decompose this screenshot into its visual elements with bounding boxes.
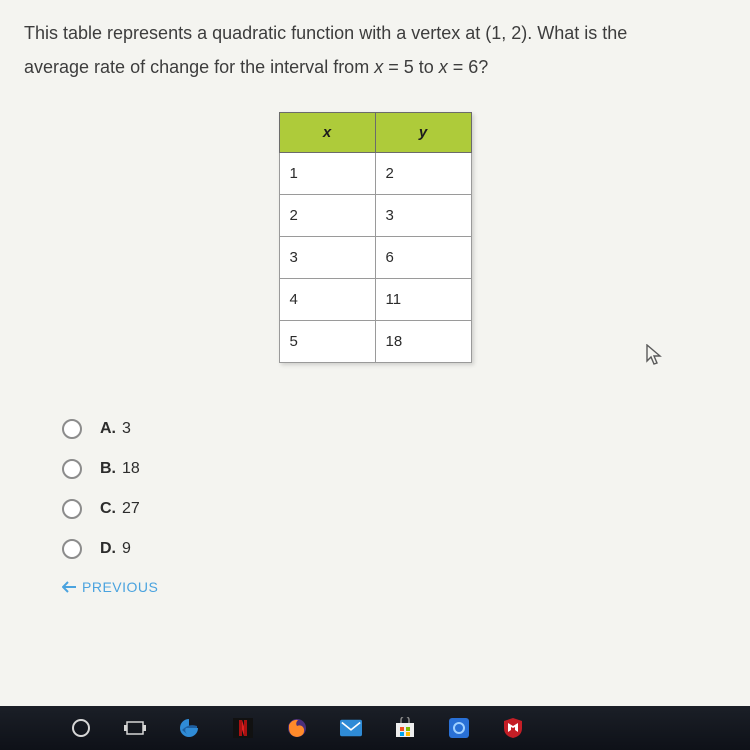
cell-x: 2: [279, 195, 375, 237]
cell-y: 6: [375, 237, 471, 279]
table-row: 411: [279, 279, 471, 321]
question-text: This table represents a quadratic functi…: [24, 16, 726, 84]
q-eq1-l: x: [374, 57, 383, 77]
col-header-y: y: [375, 113, 471, 153]
answer-option-b[interactable]: B.18: [62, 459, 726, 479]
q-line2-pre: average rate of change for the interval …: [24, 57, 374, 77]
windows-taskbar[interactable]: [0, 706, 750, 750]
netflix-icon[interactable]: [232, 717, 254, 739]
mouse-cursor-icon: [646, 344, 664, 366]
answer-option-c[interactable]: C.27: [62, 499, 726, 519]
store-icon[interactable]: [394, 717, 416, 739]
cell-y: 3: [375, 195, 471, 237]
cell-y: 18: [375, 321, 471, 363]
cell-y: 2: [375, 153, 471, 195]
col-header-x: x: [279, 113, 375, 153]
radio-icon[interactable]: [62, 459, 82, 479]
radio-icon[interactable]: [62, 419, 82, 439]
task-view-icon[interactable]: [124, 717, 146, 739]
photos-icon[interactable]: [448, 717, 470, 739]
answer-label: B.18: [100, 460, 140, 478]
cell-y: 11: [375, 279, 471, 321]
cell-x: 4: [279, 279, 375, 321]
q-vertex: (1, 2): [485, 23, 527, 43]
firefox-icon[interactable]: [286, 717, 308, 739]
cell-x: 1: [279, 153, 375, 195]
q-eq2-l: x: [439, 57, 448, 77]
arrow-left-icon: [62, 581, 76, 593]
cell-x: 3: [279, 237, 375, 279]
previous-button[interactable]: PREVIOUS: [62, 579, 726, 595]
answer-list: A.3 B.18 C.27 D.9: [62, 419, 726, 559]
edge-icon[interactable]: [178, 717, 200, 739]
radio-icon[interactable]: [62, 539, 82, 559]
q-to: to: [414, 57, 439, 77]
cortana-icon[interactable]: [70, 717, 92, 739]
answer-option-a[interactable]: A.3: [62, 419, 726, 439]
mail-icon[interactable]: [340, 717, 362, 739]
table-row: 23: [279, 195, 471, 237]
answer-label: C.27: [100, 500, 140, 518]
radio-icon[interactable]: [62, 499, 82, 519]
cell-x: 5: [279, 321, 375, 363]
table-row: 518: [279, 321, 471, 363]
q-line1-post: . What is the: [527, 23, 627, 43]
answer-label: A.3: [100, 420, 131, 438]
q-eq1-r: = 5: [383, 57, 414, 77]
table-row: 12: [279, 153, 471, 195]
data-table: x y 12 23 36 411 518: [279, 112, 472, 363]
mcafee-icon[interactable]: [502, 717, 524, 739]
answer-option-d[interactable]: D.9: [62, 539, 726, 559]
previous-label: PREVIOUS: [82, 579, 158, 595]
table-row: 36: [279, 237, 471, 279]
answer-label: D.9: [100, 540, 131, 558]
q-eq2-r: = 6?: [448, 57, 489, 77]
q-line1-pre: This table represents a quadratic functi…: [24, 23, 485, 43]
